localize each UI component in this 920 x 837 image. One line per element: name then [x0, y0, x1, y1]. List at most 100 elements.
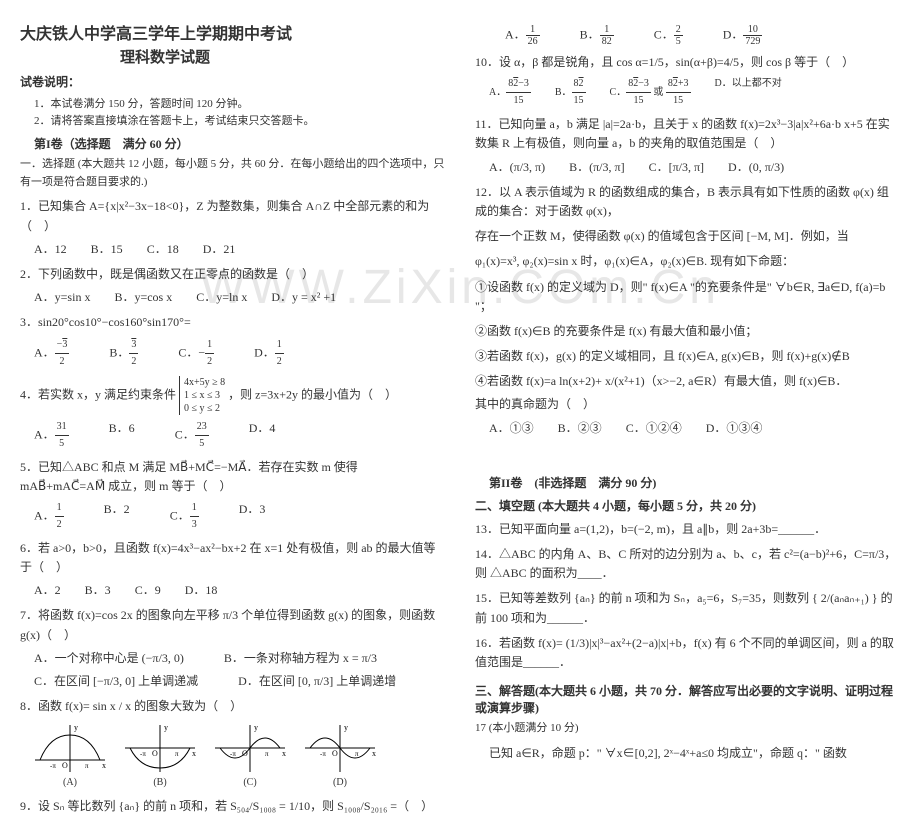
q7-opt-b: B．一条对称轴方程为 x = π/3 [224, 649, 377, 668]
q1-opt-a: A．12 [34, 240, 67, 259]
q11-opt-a: A．(π/3, π) [489, 158, 545, 177]
q10-b-label: B． [555, 87, 572, 98]
question-8: 8．函数 f(x)= sin x / x 的图象大致为（ ） xyO -ππ (… [20, 697, 445, 791]
question-17: 已知 a∈R，命题 p：" ∀x∈[0,2], 2ˣ−4ˣ+a≤0 均成立"，命… [489, 744, 900, 763]
q10-c-label: C． [610, 87, 627, 98]
q10-opt-d: D．以上都不对 [715, 76, 782, 109]
q4-opt-c: C．235 [175, 419, 209, 452]
q2-opt-c: C．y=ln x [196, 288, 247, 307]
q1-opt-b: B．15 [91, 240, 123, 259]
note-2: 2．请将答案直接填涂在答题卡上，考试结束只交答题卡。 [34, 113, 445, 130]
q2-opt-b: B．y=cos x [114, 288, 172, 307]
q9-b-label: B． [580, 27, 600, 41]
svg-text:O: O [152, 749, 158, 758]
q12-line3: φ₁(x)=x³, φ₂(x)=sin x 时，φ₁(x)∈A，φ₂(x)∈B.… [475, 252, 900, 271]
question-11: 11．已知向量 a，b 满足 |a|=2a·b，且关于 x 的函数 f(x)=2… [475, 115, 900, 177]
q4-opt-a: A．315 [34, 419, 69, 452]
q11-text: 11．已知向量 a，b 满足 |a|=2a·b，且关于 x 的函数 f(x)=2… [475, 115, 900, 153]
q11-opt-d: D．(0, π/3) [728, 158, 784, 177]
q1-opt-d: D．21 [203, 240, 236, 259]
svg-text:π: π [85, 762, 89, 770]
q6-opt-a: A．2 [34, 581, 61, 600]
q17-head: 17 (本小题满分 10 分) [475, 720, 900, 738]
right-column: A．126 B．182 C．25 D．10729 10．设 α，β 都是锐角，且… [475, 20, 900, 817]
q4-intro: 4．若实数 x，y 满足约束条件 [20, 387, 176, 401]
q5-opt-a: A．12 [34, 500, 64, 533]
q12-text: 12．以 A 表示值域为 R 的函数组成的集合，B 表示具有如下性质的函数 φ(… [475, 183, 900, 221]
svg-text:y: y [254, 723, 258, 732]
q6-opt-c: C．9 [135, 581, 161, 600]
q3-opt-d: D．12 [254, 337, 284, 370]
exam-title: 大庆铁人中学高三学年上学期期中考试 [20, 20, 445, 44]
q8-label-b: (B) [120, 775, 200, 791]
q9-opt-b: B．182 [580, 24, 614, 47]
q8-label-a: (A) [30, 775, 110, 791]
q12-opt-a: A．①③ [489, 419, 534, 438]
svg-text:x: x [192, 749, 196, 758]
question-10: 10．设 α，β 都是锐角，且 cos α=1/5，sin(α+β)=4/5，则… [475, 53, 900, 109]
q8-label-d: (D) [300, 775, 380, 791]
q2-opt-a: A．y=sin x [34, 288, 90, 307]
note-1: 1．本试卷满分 150 分，答题时间 120 分钟。 [34, 96, 445, 113]
q10-opt-c: C．82−315 或 82+315 [610, 76, 691, 109]
q3-opt-c: C．−12 [178, 337, 214, 370]
q4-c-label: C． [175, 427, 195, 441]
q10-a-label: A． [489, 87, 506, 98]
question-9: 9．设 Sₙ 等比数列 {aₙ} 的前 n 项和，若 S₅₀₄/S₁₀₀₈ = … [20, 797, 445, 816]
q1-opt-c: C．18 [147, 240, 179, 259]
question-7: 7．将函数 f(x)=cos 2x 的图象向左平移 π/3 个单位得到函数 g(… [20, 606, 445, 691]
question-12: 12．以 A 表示值域为 R 的函数组成的集合，B 表示具有如下性质的函数 φ(… [475, 183, 900, 438]
part1-heading: 第I卷（选择题 满分 60 分） [34, 135, 445, 152]
paper-notes: 试卷说明： 1．本试卷满分 150 分，答题时间 120 分钟。 2．请将答案直… [20, 73, 445, 129]
q8-graph-d: xyO -ππ (D) [300, 720, 380, 791]
svg-text:x: x [372, 749, 376, 758]
left-column: 大庆铁人中学高三学年上学期期中考试 理科数学试题 试卷说明： 1．本试卷满分 1… [20, 20, 445, 817]
q9-opt-c: C．25 [654, 24, 683, 47]
q8-text: 8．函数 f(x)= sin x / x 的图象大致为（ ） [20, 697, 445, 716]
q6-opt-b: B．3 [85, 581, 111, 600]
q8-graph-b: xyO -ππ (B) [120, 720, 200, 791]
q3-d-label: D． [254, 345, 275, 359]
notes-head: 试卷说明： [20, 73, 445, 92]
q12-opt-d: D．①③④ [706, 419, 763, 438]
graph-a-svg: xyO -ππ [30, 720, 110, 775]
q4-c2: 1 ≤ x ≤ 3 [184, 390, 220, 401]
svg-text:y: y [344, 723, 348, 732]
q4-a-label: A． [34, 427, 55, 441]
graph-c-svg: xyO -ππ [210, 720, 290, 775]
exam-subtitle: 理科数学试题 [120, 46, 445, 67]
q4-c3: 0 ≤ y ≤ 2 [184, 403, 220, 414]
q3-text: 3．sin20°cos10°−cos160°sin170°= [20, 313, 445, 332]
q12-opt-b: B．②③ [558, 419, 602, 438]
q2-opt-d: D．y = x² +1 [271, 288, 336, 307]
q10-opt-b: B．8215 [555, 76, 586, 109]
q8-graph-a: xyO -ππ (A) [30, 720, 110, 791]
q3-b-label: B． [109, 345, 129, 359]
question-13: 13．已知平面向量 a=(1,2)，b=(−2, m)，且 a∥b，则 2a+3… [475, 520, 900, 539]
q5-text: 5．已知△ABC 和点 M 满足 MB⃗+MC⃗=−MA⃗．若存在实数 m 使得… [20, 458, 445, 496]
svg-text:O: O [332, 749, 338, 758]
q6-text: 6．若 a>0，b>0，且函数 f(x)=4x³−ax²−bx+2 在 x=1 … [20, 539, 445, 577]
part2-heading: 第II卷 (非选择题 满分 90 分) [489, 474, 900, 491]
q5-opt-b: B．2 [104, 500, 130, 533]
svg-text:-π: -π [50, 762, 56, 770]
q3-opt-b: B．32 [109, 337, 138, 370]
q9-a-label: A． [505, 27, 526, 41]
q12-line2: 存在一个正数 M，使得函数 φ(x) 的值域包含于区间 [−M, M]．例如，当 [475, 227, 900, 246]
svg-text:O: O [62, 761, 68, 770]
graph-d-svg: xyO -ππ [300, 720, 380, 775]
q5-c-label: C． [170, 508, 190, 522]
q4-constraints: 4x+5y ≥ 8 1 ≤ x ≤ 3 0 ≤ y ≤ 2 [179, 376, 225, 415]
svg-text:-π: -π [320, 750, 326, 758]
q4-opt-d: D．4 [249, 419, 276, 452]
q7-opt-d: D．在区间 [0, π/3] 上单调递增 [238, 672, 396, 691]
part1-section: 一．选择题 (本大题共 12 小题，每小题 5 分，共 60 分．在每小题给出的… [20, 156, 445, 191]
q12-p1: ①设函数 f(x) 的定义域为 D，则" f(x)∈A "的充要条件是" ∀b∈… [475, 278, 900, 316]
question-1: 1．已知集合 A={x|x²−3x−18<0}，Z 为整数集，则集合 A∩Z 中… [20, 197, 445, 259]
svg-text:-π: -π [140, 750, 146, 758]
q5-opt-c: C．13 [170, 500, 199, 533]
q8-graphs: xyO -ππ (A) xyO -ππ (B) [30, 720, 445, 791]
svg-text:π: π [175, 750, 179, 758]
question-3: 3．sin20°cos10°−cos160°sin170°= A．−32 B．3… [20, 313, 445, 369]
q11-opt-c: C．[π/3, π] [649, 158, 704, 177]
